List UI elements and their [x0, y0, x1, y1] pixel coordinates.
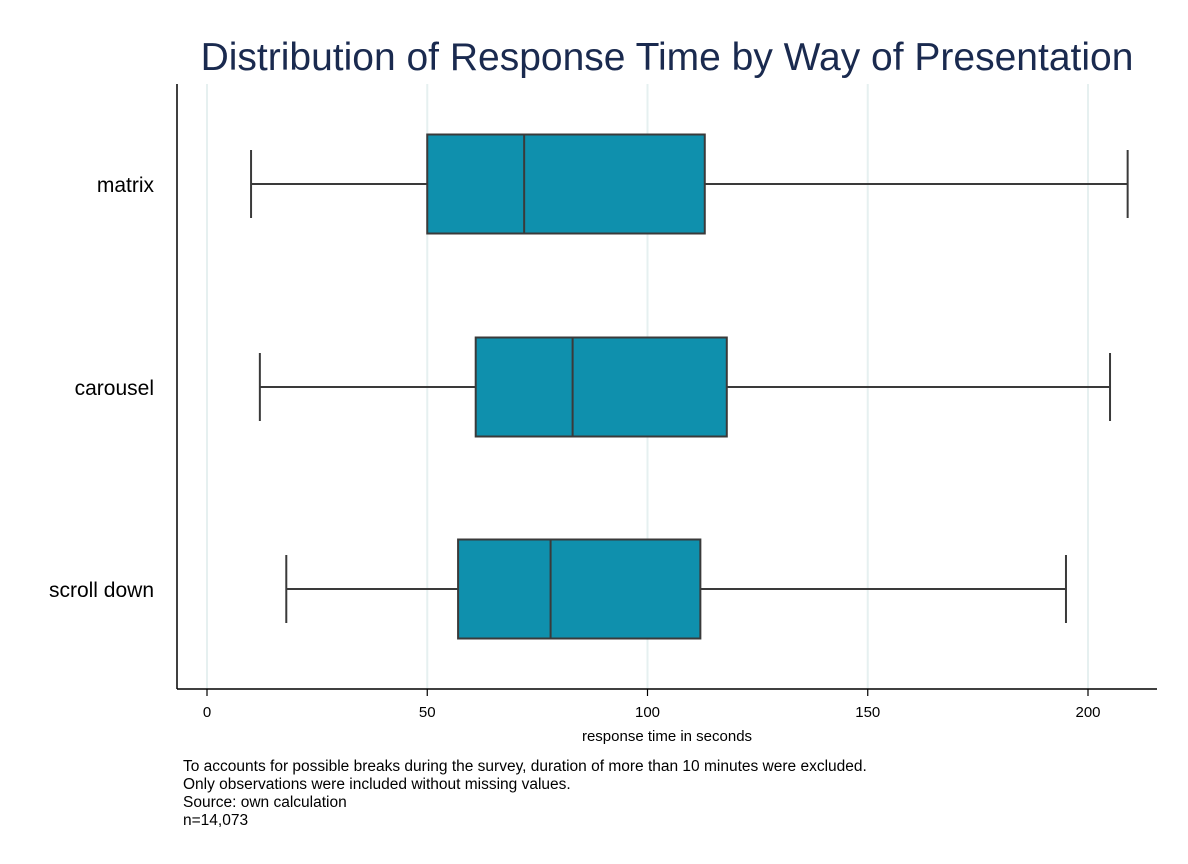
box-matrix [250, 133, 1129, 235]
boxes-layer [250, 133, 1129, 640]
iqr-box [426, 133, 706, 235]
box-carousel [258, 336, 1112, 438]
ticks-layer: 0 50 100 150 200 [203, 689, 1101, 721]
x-tick-label: 100 [635, 704, 660, 721]
x-tick-label: 150 [855, 704, 880, 721]
footnote-line: n=14,073 [183, 812, 248, 829]
iqr-box [457, 538, 702, 640]
footnote-line: Source: own calculation [183, 794, 347, 811]
iqr-box [474, 336, 728, 438]
footnote-line: Only observations were included without … [183, 776, 571, 793]
category-label: scroll down [49, 579, 154, 602]
category-label: carousel [75, 377, 154, 400]
box-scroll-down [285, 538, 1067, 640]
chart-title: Distribution of Response Time by Way of … [201, 36, 1134, 79]
x-tick-label: 200 [1075, 704, 1100, 721]
category-label: matrix [97, 174, 155, 197]
x-tick-label: 50 [419, 704, 436, 721]
x-tick-label: 0 [203, 704, 211, 721]
category-labels: matrix carousel scroll down [49, 174, 155, 602]
footnote-line: To accounts for possible breaks during t… [183, 758, 867, 775]
x-axis-label: response time in seconds [582, 728, 752, 745]
footnotes: To accounts for possible breaks during t… [183, 758, 867, 829]
axes-layer [176, 84, 1157, 690]
